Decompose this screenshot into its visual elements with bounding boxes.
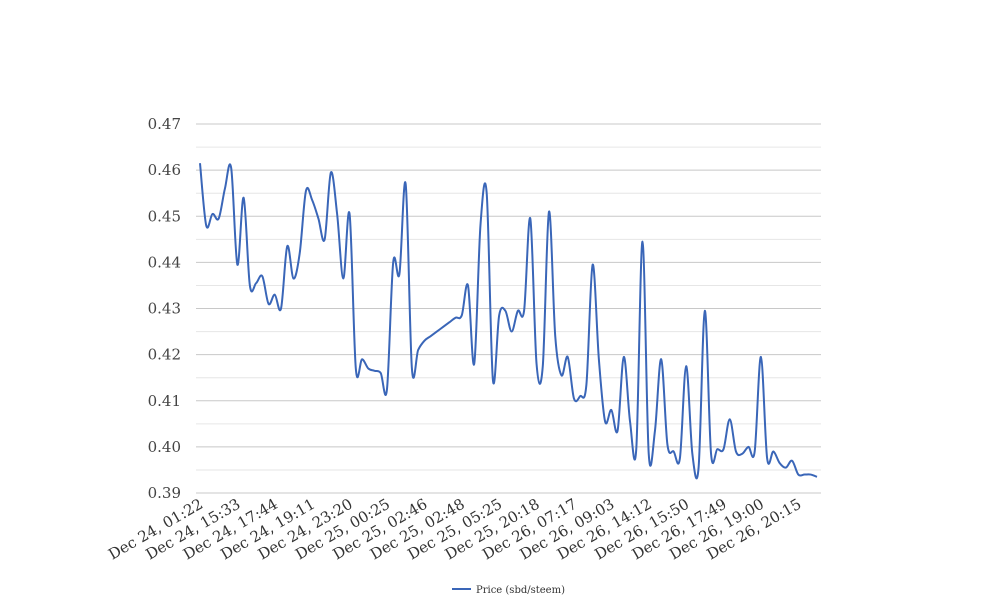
y-tick-label: 0.46 bbox=[148, 161, 181, 179]
legend-label: Price (sbd/steem) bbox=[476, 585, 565, 596]
y-tick-label: 0.47 bbox=[148, 115, 181, 133]
y-tick-label: 0.45 bbox=[148, 207, 181, 225]
grid-lines bbox=[196, 123, 821, 494]
y-tick-label: 0.41 bbox=[148, 392, 181, 410]
y-axis-ticks: 0.47 0.46 0.45 0.44 0.43 0.42 0.41 0.40 0.39 bbox=[148, 115, 181, 502]
legend: Price (sbd/steem) bbox=[452, 585, 565, 596]
series-layer bbox=[199, 163, 818, 480]
y-tick-label: 0.43 bbox=[148, 300, 181, 318]
y-tick-label: 0.44 bbox=[148, 253, 181, 271]
y-tick-label: 0.42 bbox=[148, 346, 181, 364]
y-tick-label: 0.39 bbox=[148, 484, 181, 502]
series-line-price bbox=[199, 163, 818, 480]
y-tick-label: 0.40 bbox=[148, 438, 181, 456]
